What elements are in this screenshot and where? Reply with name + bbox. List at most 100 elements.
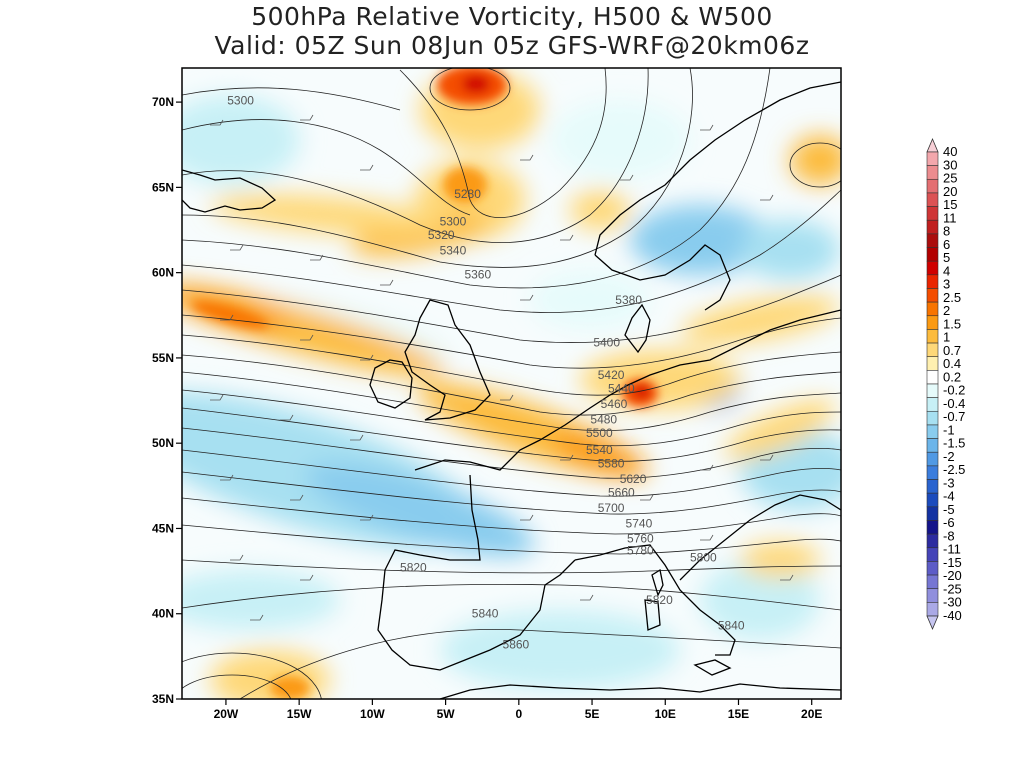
colorbar-swatch [926, 301, 939, 317]
lat-tick-label: 45N [152, 521, 174, 535]
contour-label: 5300 [440, 214, 467, 228]
colorbar-swatch [926, 206, 939, 221]
wind-barbs [210, 114, 794, 621]
colorbar-swatch [926, 329, 939, 344]
contour-label: 5480 [590, 412, 617, 426]
colorbar-swatch [926, 588, 939, 603]
contour-label: 5780 [627, 544, 654, 558]
colorbar-label: -6 [943, 515, 955, 530]
colorbar-swatch [926, 247, 939, 262]
colorbar-label: 30 [943, 157, 957, 172]
contour-label: 5540 [586, 443, 613, 457]
colorbar-swatch [926, 561, 939, 576]
lon-tick-label: 15W [287, 707, 312, 721]
colorbar-label: 2 [943, 303, 950, 318]
colorbar-swatch [926, 520, 939, 535]
contour-label: 5840 [718, 619, 745, 633]
colorbar-label: 20 [943, 184, 957, 199]
colorbar-swatch [926, 260, 939, 276]
colorbar-label: 40 [943, 144, 957, 159]
colorbar-swatch [926, 451, 939, 467]
colorbar-swatch [926, 574, 939, 590]
colorbar-swatch [926, 151, 939, 166]
lat-tick-label: 65N [152, 180, 174, 194]
colorbar-label: 2.5 [943, 290, 961, 305]
lat-tick-label: 70N [152, 95, 174, 109]
colorbar-label: -4 [943, 489, 955, 504]
lat-tick-label: 55N [152, 351, 174, 365]
contour-label: 5820 [400, 561, 427, 575]
colorbar-swatch [926, 192, 939, 207]
contour-label: 5440 [608, 382, 635, 396]
colorbar-label: 0.7 [943, 343, 961, 358]
contour-label: 5800 [690, 550, 717, 564]
lon-tick-label: 20W [214, 707, 239, 721]
colorbar-swatch [926, 492, 939, 508]
contour-label: 5360 [464, 267, 491, 281]
colorbar-label: -2 [943, 449, 955, 464]
contour-label: 5840 [472, 607, 499, 621]
colorbar-label: -0.2 [943, 383, 965, 398]
contour-labels: 5300528053005320534053605380540054205440… [227, 93, 745, 651]
plot-area: 5300528053005320534053605380540054205440… [182, 68, 841, 699]
colorbar-label: 5 [943, 250, 950, 265]
colorbar-swatch [926, 233, 939, 248]
colorbar-swatch [926, 506, 939, 521]
colorbar-swatch [926, 356, 939, 371]
colorbar-swatch [926, 424, 939, 439]
colorbar-swatch [926, 178, 939, 194]
colorbar-label: -8 [943, 528, 955, 543]
contour-label: 5320 [428, 228, 455, 242]
colorbar-label: 15 [943, 197, 957, 212]
lat-tick-label: 35N [152, 692, 174, 706]
colorbar-label: 6 [943, 237, 950, 252]
colorbar-label: 1 [943, 330, 950, 345]
contour-label: 5860 [503, 637, 530, 651]
colorbar-label: -0.7 [943, 409, 965, 424]
contour-label: 5280 [454, 187, 481, 201]
colorbar-label: 8 [943, 224, 950, 239]
contour-label: 5580 [598, 457, 625, 471]
longitude-axis: 20W 15W 10W 5W 0 5E 10E 15E 20E [214, 699, 822, 721]
colorbar-label: -25 [943, 581, 962, 596]
contour-label: 5340 [440, 243, 467, 257]
lon-tick-label: 10W [360, 707, 385, 721]
lat-tick-label: 40N [152, 607, 174, 621]
contour-label: 5460 [601, 397, 628, 411]
colorbar-swatch [926, 219, 939, 235]
contour-label: 5700 [598, 501, 625, 515]
colorbar-label: -15 [943, 555, 962, 570]
contour-label: 5820 [646, 593, 673, 607]
colorbar-label: -3 [943, 475, 955, 490]
map-valid-time: Valid: 05Z Sun 08Jun 05z GFS-WRF@20km06z [214, 31, 810, 60]
vorticity-colorbar: 403025201511865432.521.510.70.40.2-0.2-0… [926, 137, 965, 631]
colorbar-swatch [926, 410, 939, 426]
colorbar-label: 4 [943, 263, 950, 278]
colorbar-swatch [926, 370, 939, 385]
colorbar-label: -5 [943, 502, 955, 517]
colorbar-swatch [926, 438, 939, 453]
colorbar-swatch [926, 465, 939, 480]
lon-tick-label: 5E [585, 707, 600, 721]
colorbar-swatch [926, 383, 939, 398]
colorbar-label: 1.5 [943, 316, 961, 331]
lon-tick-label: 20E [801, 707, 822, 721]
colorbar-bottom-arrow [926, 615, 939, 631]
colorbar-swatch [926, 274, 939, 289]
colorbar-swatch [926, 288, 939, 303]
contour-label: 5740 [626, 516, 653, 530]
colorbar-label: -11 [943, 542, 961, 557]
colorbar-top-arrow [926, 137, 939, 153]
colorbar-label: -20 [943, 568, 962, 583]
colorbar-label: -0.4 [943, 396, 965, 411]
colorbar-swatch [926, 165, 939, 180]
latitude-axis: 70N 65N 60N 55N 50N 45N 40N 35N [152, 95, 182, 706]
colorbar-label: 0.2 [943, 369, 961, 384]
colorbar-label: -40 [943, 608, 962, 623]
coastlines [182, 81, 841, 699]
lon-tick-label: 15E [728, 707, 749, 721]
colorbar-swatch [926, 315, 939, 330]
contour-label: 5300 [227, 93, 254, 107]
colorbar-label: -1 [943, 422, 955, 437]
